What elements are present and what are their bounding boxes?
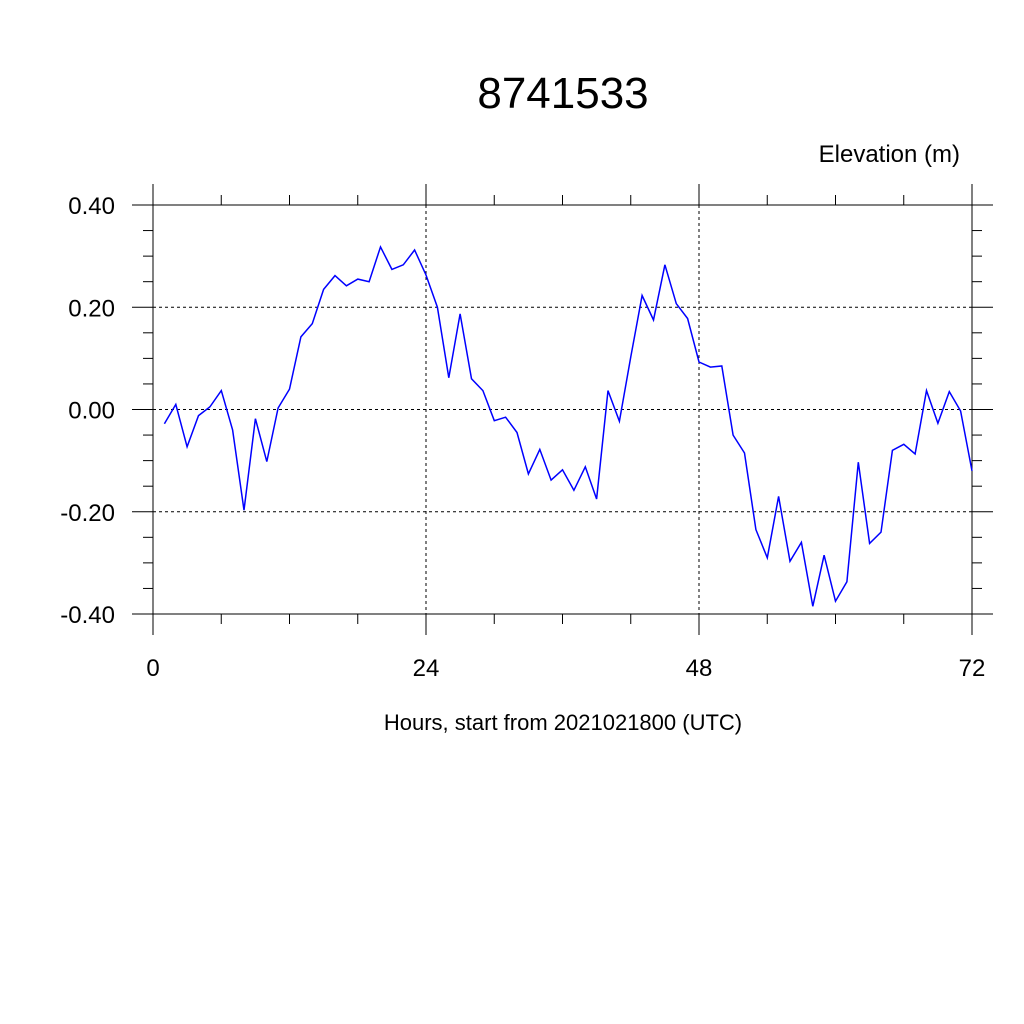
y-axis-label: Elevation (m): [819, 141, 960, 168]
axis-ticks: [132, 184, 993, 635]
x-tick-labels: 0 24 48 72: [146, 655, 985, 682]
y-tick-label: 0.40: [68, 193, 115, 220]
x-tick-label: 48: [686, 655, 713, 682]
y-tick-label: 0.00: [68, 398, 115, 425]
y-tick-label: 0.20: [68, 295, 115, 322]
x-tick-label: 24: [413, 655, 440, 682]
y-tick-labels: 0.40 0.20 0.00 -0.20 -0.40: [60, 193, 115, 629]
chart-title: 8741533: [477, 69, 648, 118]
x-axis-label: Hours, start from 2021021800 (UTC): [384, 710, 742, 735]
y-tick-label: -0.40: [60, 602, 115, 629]
x-tick-label: 72: [959, 655, 986, 682]
series-line: [163, 244, 973, 607]
y-tick-label: -0.20: [60, 500, 115, 527]
plot-frame: [152, 204, 973, 615]
x-tick-label: 0: [146, 655, 159, 682]
